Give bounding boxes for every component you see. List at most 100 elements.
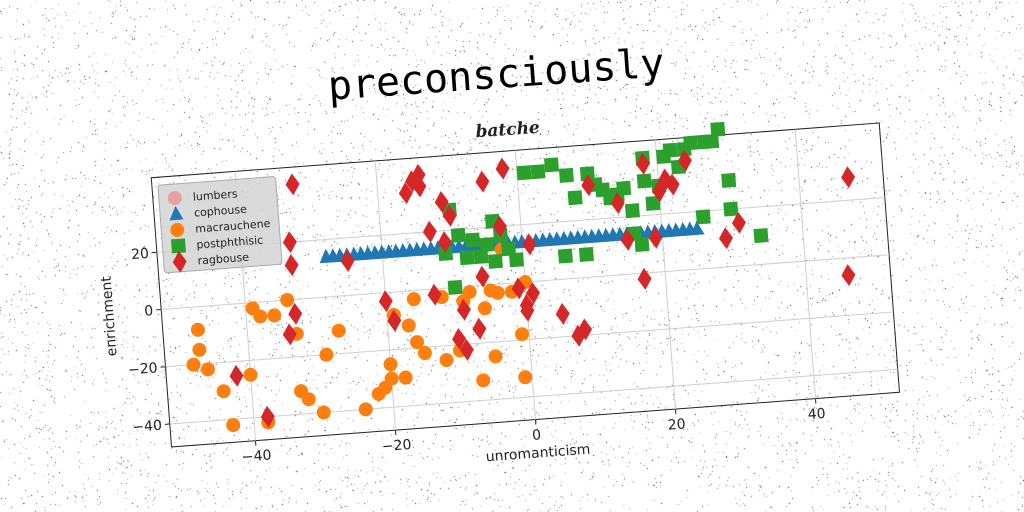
postphthisic-point [558, 167, 574, 183]
postphthisic-point [721, 172, 737, 188]
x-tick-label: 20 [667, 416, 686, 433]
ragbouse-point [229, 364, 244, 387]
ragbouse-point [731, 211, 746, 234]
macrauchene-point [316, 405, 331, 420]
postphthisic-point [723, 201, 739, 217]
ragbouse-point [665, 173, 680, 196]
ragbouse-point [412, 175, 427, 198]
macrauchene-point [243, 367, 258, 382]
postphthisic-point [645, 195, 661, 211]
macrauchene-point [483, 283, 498, 298]
ragbouse-point [841, 166, 856, 189]
ragbouse-point [434, 191, 449, 213]
chart-subtitle: batche [475, 118, 541, 142]
legend-label-lumbers: lumbers [192, 187, 238, 203]
macrauchene-point [401, 318, 416, 333]
legend: lumberscophousemacrauchenepostphthisicra… [157, 176, 283, 274]
macrauchene-point [226, 418, 241, 433]
postphthisic-point [508, 252, 524, 268]
chart-title: preconsciously [326, 40, 666, 109]
macrauchene-point [216, 384, 231, 399]
macrauchene-point [267, 308, 282, 323]
macrauchene-point [417, 346, 432, 361]
x-tick-label: 0 [532, 427, 542, 444]
postphthisic-point [662, 142, 678, 158]
data-marks [186, 121, 856, 433]
postphthisic-point [465, 232, 481, 248]
x-tick-label: −40 [241, 448, 272, 466]
ragbouse-point [437, 231, 452, 254]
cophouse-point [690, 220, 705, 236]
ragbouse-point [340, 249, 355, 272]
ragbouse-point [456, 298, 471, 321]
ragbouse-point [578, 318, 593, 341]
ragbouse-point [422, 220, 437, 243]
macrauchene-point [406, 292, 421, 307]
postphthisic-point [683, 135, 699, 151]
macrauchene-point [331, 323, 346, 338]
ragbouse-point [495, 157, 510, 180]
plot-area: −40 −20 0 20 40 −40 −20 0 20 unromanticism enric… [99, 121, 901, 466]
macrauchene-point [383, 357, 398, 372]
postphthisic-point [616, 180, 632, 196]
postphthisic-point [634, 237, 650, 253]
x-tick-label: 40 [807, 406, 826, 423]
legend-box [157, 176, 283, 274]
x-axis-label: unromanticism [485, 442, 591, 466]
legend-marker-macrauchene [170, 222, 185, 237]
macrauchene-point [477, 301, 492, 316]
ragbouse-point [648, 226, 663, 249]
postphthisic-point [557, 248, 573, 264]
ragbouse-point [398, 182, 413, 205]
macrauchene-point [384, 371, 399, 386]
postphthisic-point [530, 164, 546, 180]
y-tick-label: −20 [128, 360, 159, 378]
legend-label-ragbouse: ragbouse [197, 251, 249, 268]
postphthisic-point [567, 190, 583, 206]
macrauchene-point [515, 327, 530, 342]
ragbouse-point [260, 405, 275, 428]
ragbouse-point [475, 265, 490, 288]
ragbouse-point [620, 228, 635, 251]
macrauchene-point [462, 285, 477, 300]
ragbouse-point [635, 152, 650, 175]
postphthisic-point [450, 227, 466, 243]
x-tick-label: −20 [381, 437, 412, 455]
ragbouse-point [677, 149, 692, 172]
postphthisic-point [479, 237, 495, 253]
ragbouse-point [284, 254, 299, 277]
legend-label-macrauchene: macrauchene [195, 217, 271, 236]
postphthisic-point [516, 165, 532, 181]
axis-ticks: −40 −20 0 20 40 −40 −20 0 20 [128, 246, 827, 466]
macrauchene-point [190, 322, 205, 337]
ragbouse-point [637, 267, 652, 290]
legend-label-postphthisic: postphthisic [196, 234, 264, 252]
ragbouse-point [555, 302, 570, 325]
y-tick-label: 20 [131, 246, 150, 263]
legend-label-cophouse: cophouse [194, 203, 248, 220]
postphthisic-point [459, 250, 475, 266]
ragbouse-point [427, 283, 442, 306]
y-grid-line [165, 311, 894, 368]
postphthisic-point [624, 203, 640, 219]
y-tick-label: −40 [132, 418, 163, 436]
y-axis-label: enrichment [99, 275, 121, 357]
macrauchene-point [319, 347, 334, 362]
legend-marker-lumbers [167, 191, 182, 206]
postphthisic-point [753, 228, 769, 244]
macrauchene-point [301, 392, 316, 407]
postphthisic-point [501, 241, 517, 257]
ragbouse-point [511, 277, 526, 300]
postphthisic-point [447, 279, 463, 295]
postphthisic-point [473, 249, 489, 265]
ragbouse-point [387, 309, 402, 332]
ragbouse-point [492, 215, 507, 238]
ragbouse-point [282, 323, 297, 346]
postphthisic-point [704, 133, 720, 149]
ragbouse-point [472, 317, 487, 340]
ragbouse-point [522, 233, 537, 256]
macrauchene-point [280, 293, 295, 308]
y-tick-label: 0 [144, 303, 154, 320]
ragbouse-point [285, 173, 300, 196]
